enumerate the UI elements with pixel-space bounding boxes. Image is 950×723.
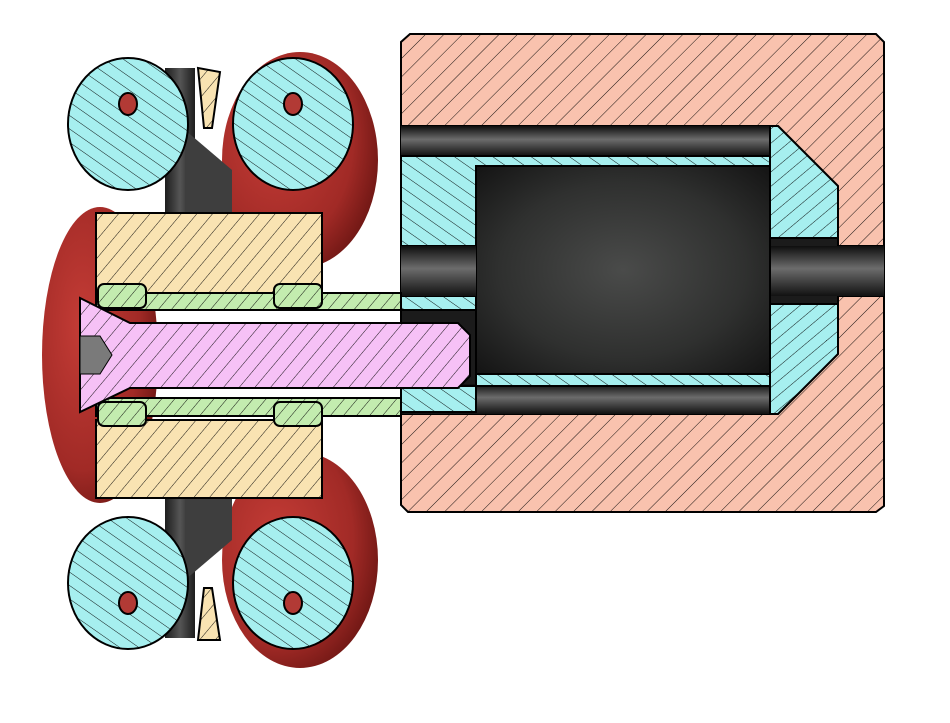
lower-yellow-block — [95, 419, 323, 499]
spacer-boss-2 — [273, 283, 323, 309]
roller-bottom-right — [232, 516, 354, 650]
wedge-top — [196, 66, 222, 129]
countersunk-screw-section — [79, 296, 471, 414]
cyan-cup-section — [400, 125, 839, 415]
cup-lower-flange — [400, 385, 477, 413]
cup-inner-cavity — [475, 165, 771, 375]
spacer-boss-3 — [97, 401, 147, 427]
upper-yellow-block — [95, 212, 323, 294]
cyan-roller-section — [67, 57, 354, 650]
roller-bottom-left — [67, 516, 189, 650]
outlet-bore — [768, 246, 884, 296]
cup-lower-lip — [769, 303, 839, 415]
yellow-block-section — [95, 212, 323, 499]
upper-bore-shading — [401, 126, 779, 156]
green-spacer-section — [95, 283, 402, 427]
cup-shaft-bore — [401, 246, 476, 296]
yellow-wedge-section — [196, 66, 222, 641]
wedge-bottom — [196, 587, 222, 641]
roller-top-right — [232, 57, 354, 191]
spacer-boss-1 — [97, 283, 147, 309]
roller-top-left — [67, 57, 189, 191]
hex-socket — [79, 335, 113, 375]
spacer-boss-4 — [273, 401, 323, 427]
